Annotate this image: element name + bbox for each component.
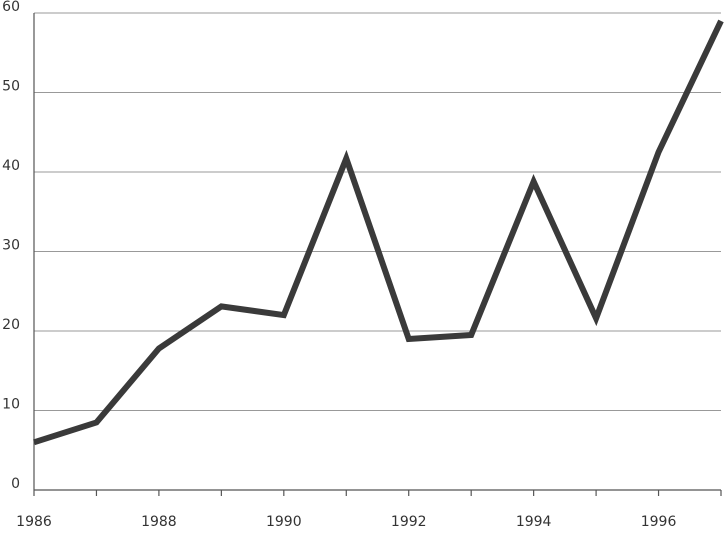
x-tick-label: 1988 xyxy=(141,514,177,530)
x-tick-label: 1996 xyxy=(641,514,677,530)
y-tick-label: 40 xyxy=(2,158,20,174)
y-tick-label: 0 xyxy=(11,476,20,492)
y-tick-label: 30 xyxy=(2,238,20,254)
y-tick-label: 10 xyxy=(2,397,20,413)
y-tick-label: 20 xyxy=(2,317,20,333)
y-tick-label: 50 xyxy=(2,79,20,95)
x-tick-label: 1994 xyxy=(516,514,552,530)
x-tick-label: 1986 xyxy=(16,514,52,530)
data-line xyxy=(33,19,724,446)
x-tick-label: 1990 xyxy=(266,514,302,530)
y-tick-label: 60 xyxy=(2,0,20,15)
x-tick-label: 1992 xyxy=(391,514,427,530)
